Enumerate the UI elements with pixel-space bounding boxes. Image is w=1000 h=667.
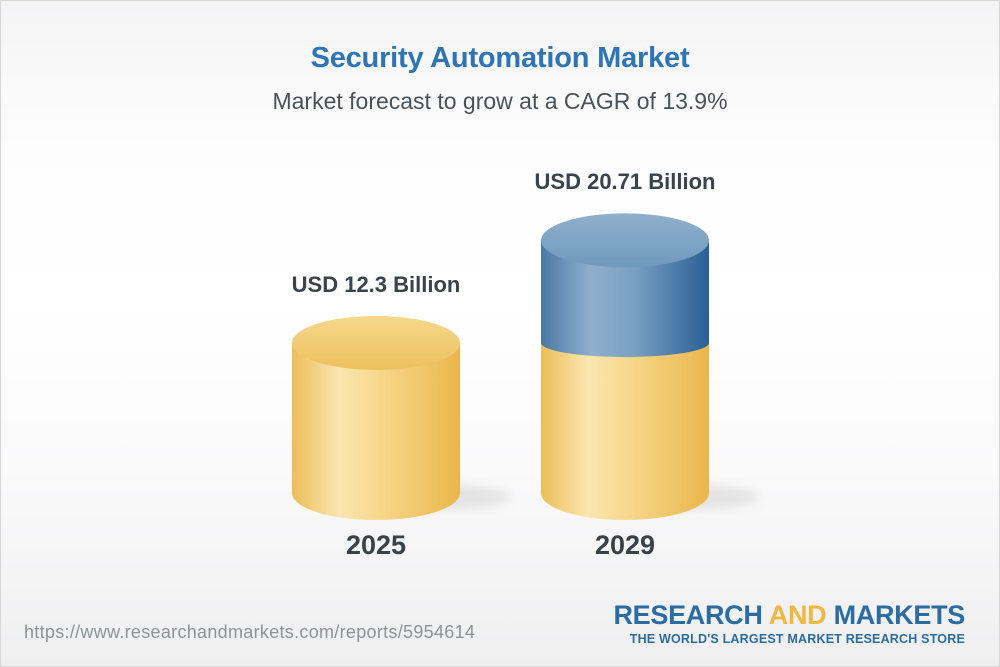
value-label-2025: USD 12.3 Billion: [291, 271, 461, 297]
cylinder-segment-2029-gold: [541, 342, 709, 520]
logo-word-markets: MARKETS: [833, 600, 966, 630]
chart-subtitle: Market forecast to grow at a CAGR of 13.…: [272, 88, 728, 114]
cylinder-segment-2029-blue: [541, 240, 709, 357]
logo-word-research: RESEARCH: [613, 600, 763, 630]
logo-word-and: AND: [768, 600, 827, 630]
value-label-2029: USD 20.71 Billion: [534, 169, 716, 195]
report-url-link[interactable]: https://www.researchandmarkets.com/repor…: [24, 622, 476, 642]
logo-wordmark: RESEARCH AND MARKETS: [613, 601, 965, 629]
chart-title: Security Automation Market: [310, 42, 690, 74]
category-label-2029: 2029: [594, 530, 656, 560]
company-logo: RESEARCH AND MARKETS THE WORLD'S LARGEST…: [613, 601, 965, 647]
category-label-2025: 2025: [345, 530, 407, 560]
cylinder-cap-2029: [541, 213, 709, 268]
logo-tagline: THE WORLD'S LARGEST MARKET RESEARCH STOR…: [629, 632, 965, 647]
cylinder-cap-2025: [292, 315, 460, 370]
cylinder-segment-2025-gold: [292, 342, 460, 520]
